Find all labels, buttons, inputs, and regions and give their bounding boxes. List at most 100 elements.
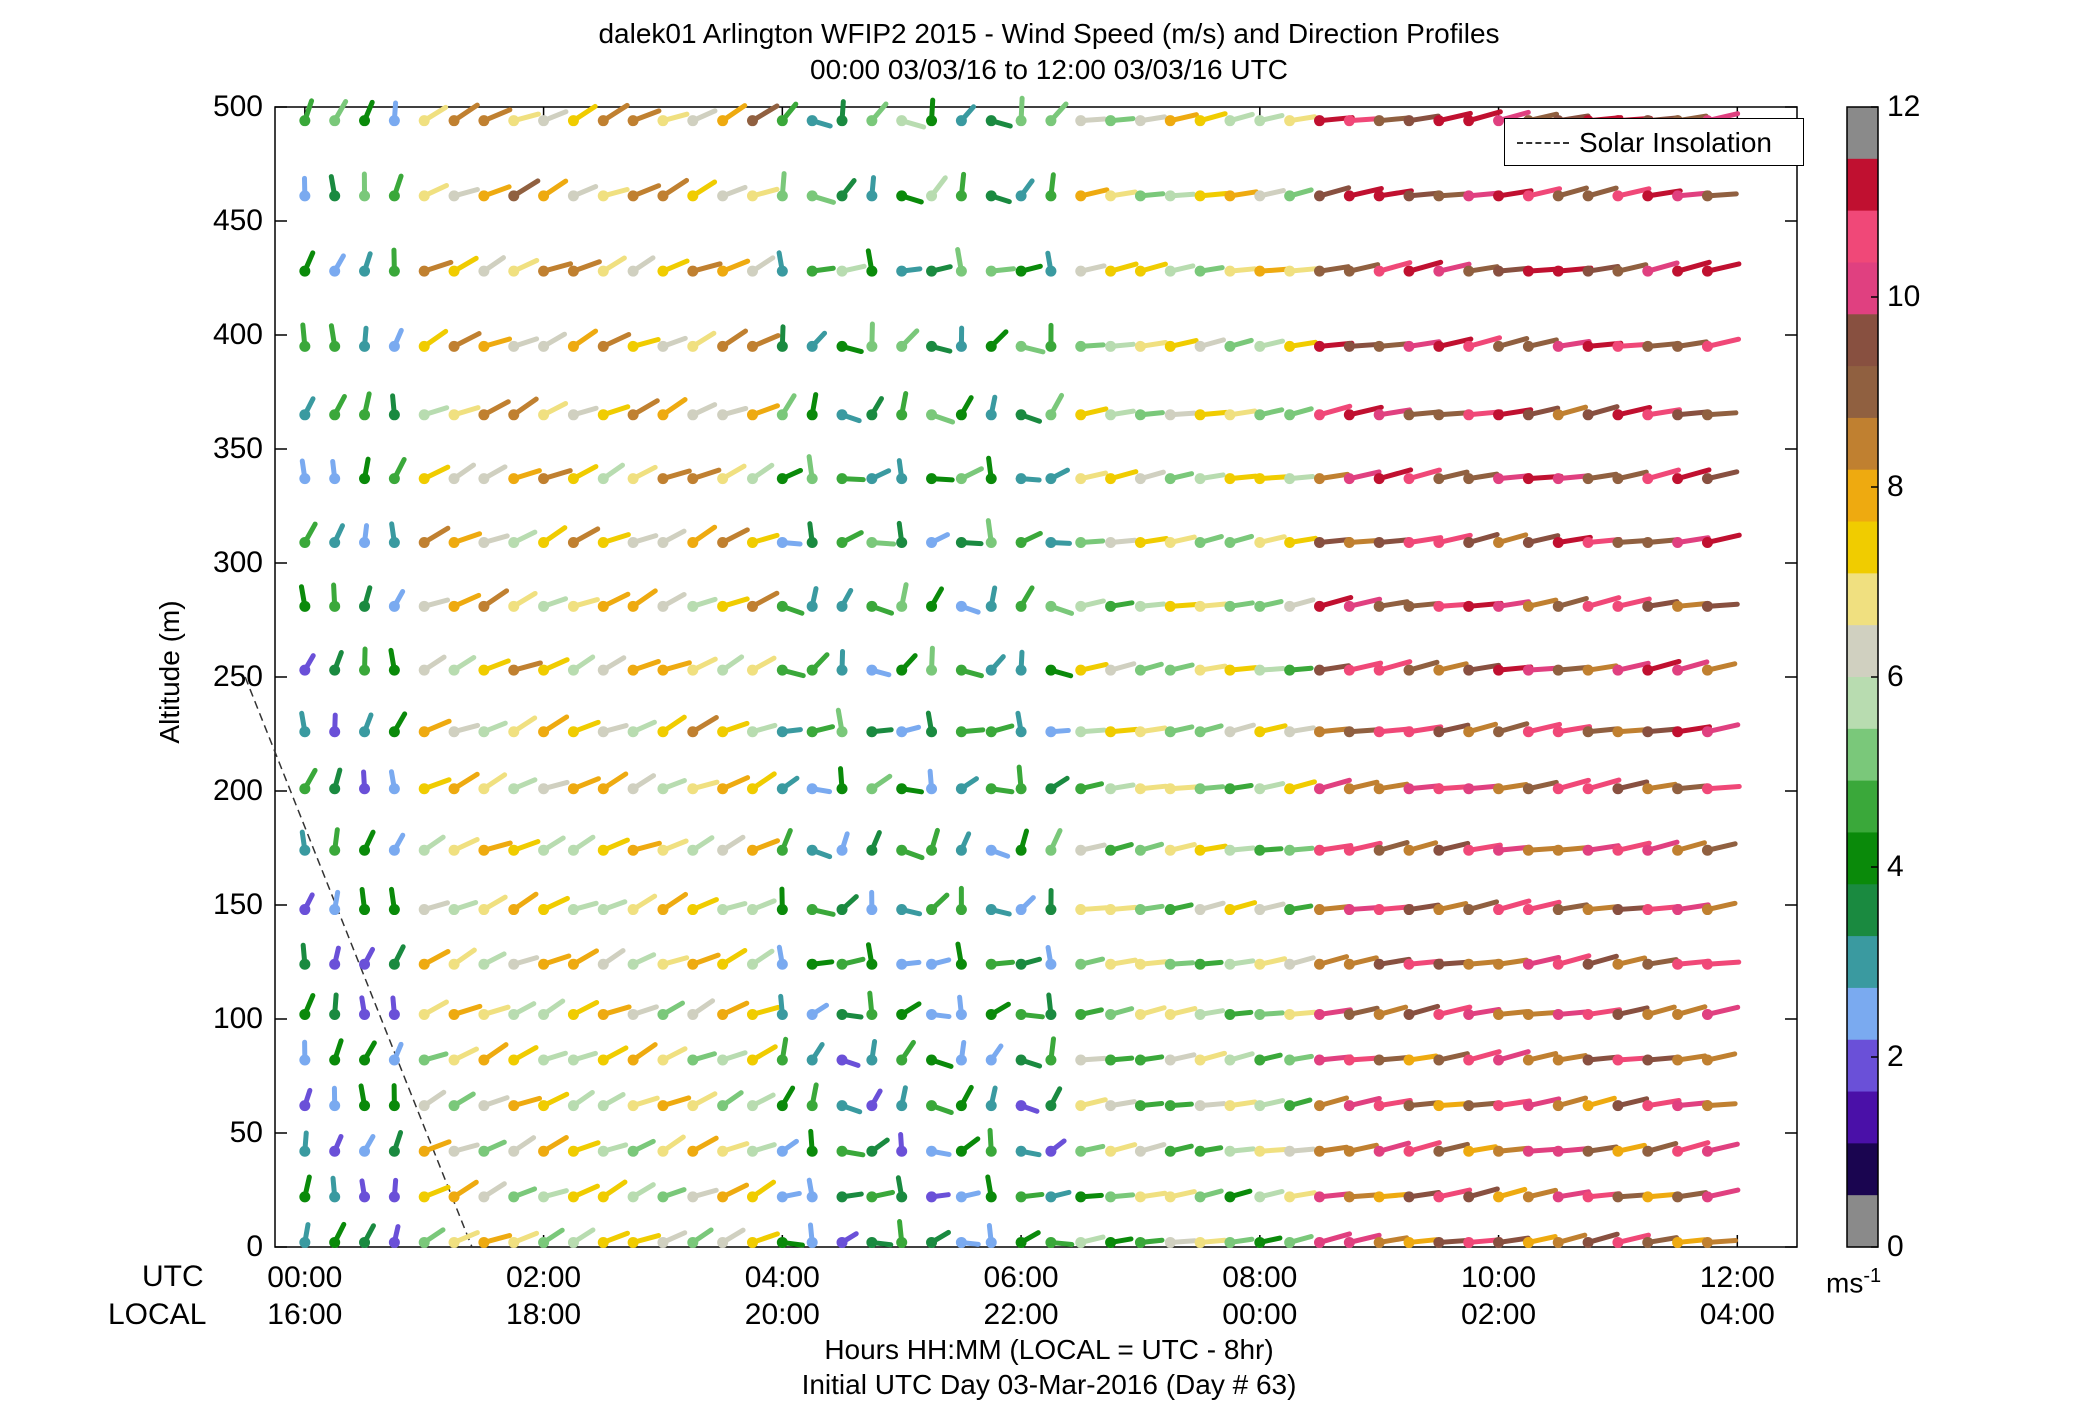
- wind-barb-dot: [1463, 600, 1475, 612]
- wind-barb-dot: [866, 340, 878, 352]
- wind-barb-dot: [1672, 958, 1684, 970]
- wind-barb-dot: [1493, 265, 1505, 277]
- wind-barb-dot: [1314, 600, 1326, 612]
- wind-barb-dot: [1642, 536, 1654, 548]
- wind-barb-dot: [448, 1100, 460, 1112]
- wind-barb-dot: [299, 190, 311, 202]
- wind-barb-dot: [1134, 664, 1146, 676]
- wind-barb-dot: [567, 844, 579, 856]
- wind-barb-dot: [418, 600, 430, 612]
- wind-barb-dot: [1373, 115, 1385, 127]
- wind-barb-dot: [1463, 340, 1475, 352]
- wind-barb-dot: [1612, 1145, 1624, 1157]
- wind-barb-dot: [299, 600, 311, 612]
- wind-barb-dot: [1254, 904, 1266, 916]
- wind-barb-dot: [1075, 1100, 1087, 1112]
- wind-barb-dot: [746, 473, 758, 485]
- wind-barb-dot: [1105, 783, 1117, 795]
- wind-barb-dot: [1254, 409, 1266, 421]
- wind-barb-dot: [1582, 726, 1594, 738]
- wind-barb-dot: [806, 1008, 818, 1020]
- wind-barb-dot: [1075, 958, 1087, 970]
- wind-barb-dot: [836, 1054, 848, 1066]
- wind-barb-dot: [359, 844, 371, 856]
- wind-barb-dot: [1075, 536, 1087, 548]
- wind-barb-dot: [538, 1145, 550, 1157]
- wind-barb-dot: [836, 600, 848, 612]
- wind-barb-dot: [657, 473, 669, 485]
- wind-barb-dot: [627, 1236, 639, 1248]
- wind-barb-dot: [388, 536, 400, 548]
- wind-barb-dot: [627, 190, 639, 202]
- wind-barb-dot: [299, 664, 311, 676]
- wind-barb-dot: [1403, 1145, 1415, 1157]
- wind-barb-dot: [329, 600, 341, 612]
- y-tick-label: 350: [212, 432, 263, 465]
- wind-barb-dot: [1552, 904, 1564, 916]
- wind-barb-dot: [926, 1145, 938, 1157]
- wind-barb-dot: [687, 1054, 699, 1066]
- wind-barb-dot: [1373, 600, 1385, 612]
- wind-barb-dot: [508, 536, 520, 548]
- wind-barb-dot: [538, 1236, 550, 1248]
- wind-barb-dot: [746, 904, 758, 916]
- wind-barb-dot: [985, 536, 997, 548]
- colorbar-tick-label: 12: [1887, 90, 1921, 123]
- wind-barb-dot: [687, 958, 699, 970]
- wind-barb-dot: [926, 726, 938, 738]
- wind-barb-dot: [359, 958, 371, 970]
- wind-barb-dot: [657, 536, 669, 548]
- wind-barb-dot: [1672, 340, 1684, 352]
- wind-barb-dot: [627, 844, 639, 856]
- wind-barb-dot: [448, 1008, 460, 1020]
- wind-barb-dot: [1463, 1008, 1475, 1020]
- wind-barb-dot: [508, 190, 520, 202]
- wind-barb-dot: [1224, 1145, 1236, 1157]
- wind-barb-dot: [1045, 1145, 1057, 1157]
- wind-barb-dot: [1403, 473, 1415, 485]
- wind-barb-dot: [836, 265, 848, 277]
- y-tick-label: 250: [212, 660, 263, 693]
- wind-barb-dot: [1105, 115, 1117, 127]
- wind-barb-dot: [1284, 1100, 1296, 1112]
- wind-barb-dot: [717, 1236, 729, 1248]
- wind-barb-dot: [418, 536, 430, 548]
- wind-barb-dot: [538, 600, 550, 612]
- wind-barb-dot: [1612, 904, 1624, 916]
- wind-barb-dot: [985, 265, 997, 277]
- wind-barb-dot: [1582, 1191, 1594, 1203]
- wind-barb-dot: [1552, 958, 1564, 970]
- y-tick-label: 150: [212, 888, 263, 921]
- colorbar-tick-label: 8: [1887, 470, 1904, 503]
- wind-barb-dot: [896, 726, 908, 738]
- wind-barb-dot: [1433, 536, 1445, 548]
- wind-barb-dot: [1314, 1236, 1326, 1248]
- wind-barb-dot: [388, 958, 400, 970]
- wind-barb-dot: [1194, 1100, 1206, 1112]
- wind-barb-dot: [1582, 190, 1594, 202]
- wind-barb-dot: [1552, 783, 1564, 795]
- wind-barb-dot: [1224, 664, 1236, 676]
- legend: Solar Insolation: [1504, 118, 1804, 166]
- wind-barb-dot: [1463, 783, 1475, 795]
- wind-barb-dot: [1343, 1145, 1355, 1157]
- wind-barb-dot: [1045, 600, 1057, 612]
- wind-barb-dot: [1642, 844, 1654, 856]
- wind-barb-dot: [955, 340, 967, 352]
- wind-barb-dot: [359, 904, 371, 916]
- wind-barb-dot: [836, 190, 848, 202]
- wind-barb-dot: [1105, 340, 1117, 352]
- wind-barb-dot: [1552, 726, 1564, 738]
- wind-barb-dot: [776, 265, 788, 277]
- wind-barb-dot: [1582, 409, 1594, 421]
- wind-barb-dot: [418, 190, 430, 202]
- wind-barb-dot: [1701, 340, 1713, 352]
- wind-barb-dot: [1343, 1100, 1355, 1112]
- wind-barb-dot: [1612, 600, 1624, 612]
- wind-barb-dot: [1433, 473, 1445, 485]
- wind-barb-dot: [1015, 265, 1027, 277]
- wind-barb-dot: [1134, 265, 1146, 277]
- wind-barb-dot: [359, 783, 371, 795]
- colorbar-swatch: [1847, 884, 1878, 937]
- wind-barb-dot: [1284, 726, 1296, 738]
